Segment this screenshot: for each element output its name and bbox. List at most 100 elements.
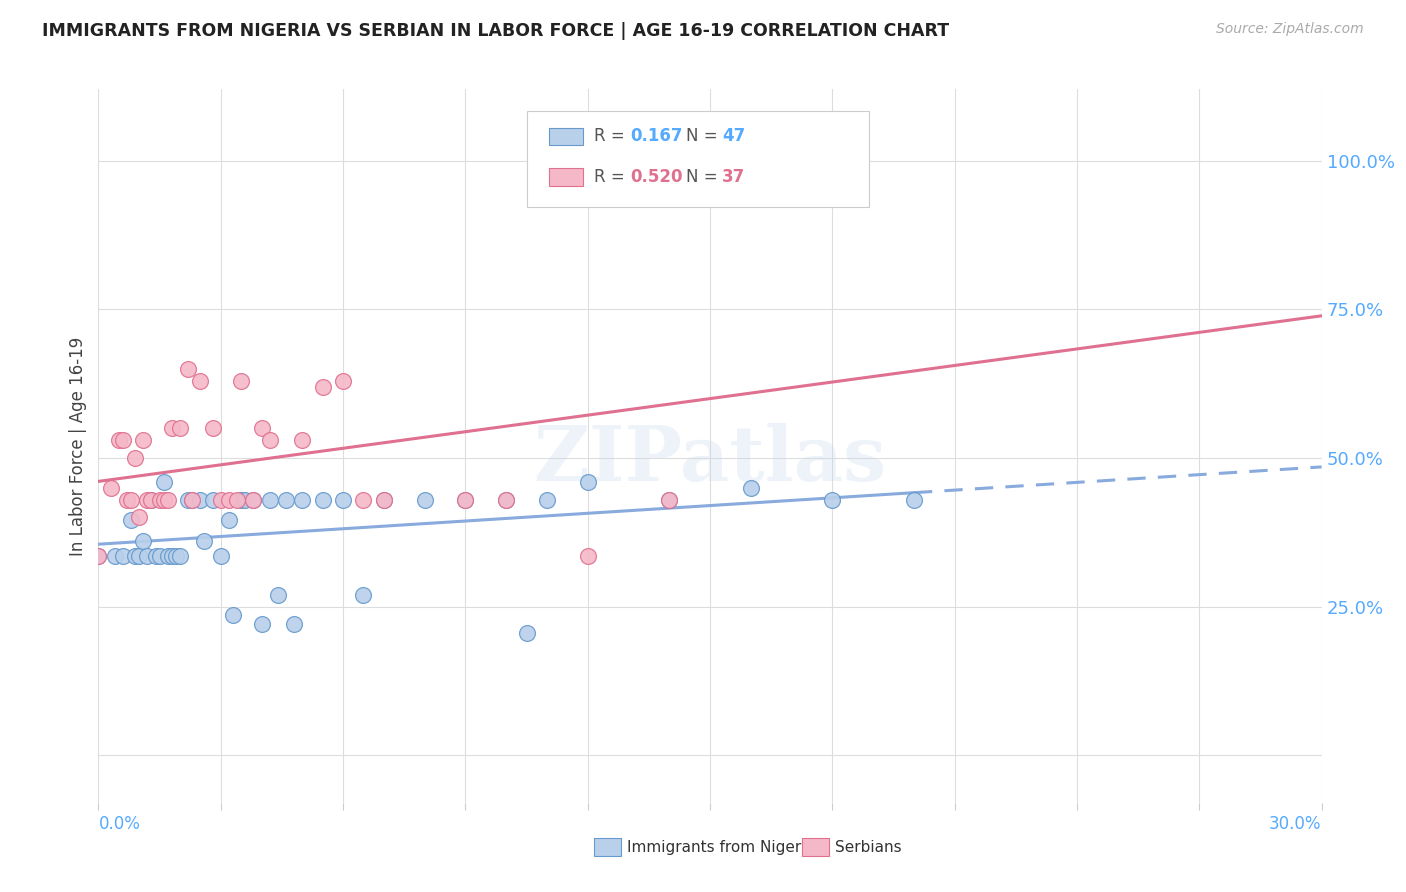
Point (209, 549, 232, 563)
Point (100, 481, 122, 495)
Point (188, 492, 212, 507)
Point (332, 492, 354, 507)
Point (903, 492, 925, 507)
Point (536, 492, 558, 507)
FancyBboxPatch shape (801, 838, 828, 856)
Point (149, 549, 172, 563)
Point (495, 492, 517, 507)
Point (115, 492, 138, 507)
Text: N =: N = (686, 168, 723, 186)
Text: 0.167: 0.167 (630, 127, 683, 145)
Point (259, 492, 281, 507)
Text: 0.0%: 0.0% (98, 814, 141, 833)
Point (576, 475, 599, 489)
Point (160, 421, 183, 435)
Point (740, 481, 762, 495)
Point (250, 421, 273, 435)
Point (124, 450, 146, 465)
Point (373, 492, 395, 507)
Point (201, 421, 224, 435)
Point (108, 433, 131, 447)
Point (128, 510, 150, 524)
Text: IMMIGRANTS FROM NIGERIA VS SERBIAN IN LABOR FORCE | AGE 16-19 CORRELATION CHART: IMMIGRANTS FROM NIGERIA VS SERBIAN IN LA… (42, 22, 949, 40)
Point (222, 608, 245, 623)
Point (283, 617, 305, 632)
Point (250, 617, 273, 632)
Text: Source: ZipAtlas.com: Source: ZipAtlas.com (1216, 22, 1364, 37)
Point (87, 549, 110, 563)
Point (242, 492, 264, 507)
Point (156, 492, 179, 507)
Point (132, 534, 155, 549)
FancyBboxPatch shape (548, 128, 583, 145)
FancyBboxPatch shape (593, 838, 620, 856)
Text: 30.0%: 30.0% (1270, 814, 1322, 833)
Point (454, 492, 477, 507)
Point (152, 475, 174, 489)
Text: N =: N = (686, 127, 723, 145)
Point (104, 549, 127, 563)
Point (149, 492, 172, 507)
Point (145, 549, 167, 563)
Text: R =: R = (593, 127, 630, 145)
Point (136, 492, 159, 507)
Point (188, 374, 212, 388)
Point (242, 492, 264, 507)
Point (312, 379, 335, 393)
Point (454, 492, 477, 507)
Point (231, 492, 253, 507)
Point (658, 492, 681, 507)
Point (218, 492, 240, 507)
Point (267, 588, 290, 602)
Point (231, 374, 253, 388)
Point (193, 534, 215, 549)
Point (181, 492, 204, 507)
Point (291, 433, 314, 447)
Point (352, 492, 374, 507)
Point (132, 433, 155, 447)
Point (136, 549, 159, 563)
Point (259, 433, 281, 447)
Point (516, 626, 538, 640)
Text: Serbians: Serbians (835, 840, 901, 855)
Point (218, 513, 240, 527)
Point (120, 492, 142, 507)
Point (169, 421, 191, 435)
Point (124, 549, 146, 563)
FancyBboxPatch shape (548, 169, 583, 186)
Point (576, 549, 599, 563)
Point (718, 142, 742, 156)
Point (111, 433, 134, 447)
Text: R =: R = (593, 168, 630, 186)
Point (141, 492, 163, 507)
Point (352, 588, 374, 602)
Point (141, 492, 163, 507)
Point (495, 492, 517, 507)
Point (128, 549, 150, 563)
Point (201, 492, 224, 507)
Point (373, 492, 395, 507)
Point (87, 549, 110, 563)
Point (821, 492, 844, 507)
Text: 37: 37 (723, 168, 745, 186)
Point (120, 513, 142, 527)
FancyBboxPatch shape (526, 111, 869, 207)
Point (274, 492, 297, 507)
Point (177, 492, 200, 507)
Point (165, 549, 187, 563)
Point (169, 549, 191, 563)
Point (291, 492, 314, 507)
Point (658, 492, 681, 507)
Text: 47: 47 (723, 127, 745, 145)
Point (312, 492, 335, 507)
Point (160, 549, 183, 563)
Point (152, 492, 174, 507)
Point (181, 492, 204, 507)
Text: ZIPatlas: ZIPatlas (533, 424, 887, 497)
Point (156, 549, 179, 563)
Y-axis label: In Labor Force | Age 16-19: In Labor Force | Age 16-19 (69, 336, 87, 556)
Point (111, 549, 134, 563)
Point (226, 492, 249, 507)
Point (332, 374, 354, 388)
Point (233, 492, 256, 507)
